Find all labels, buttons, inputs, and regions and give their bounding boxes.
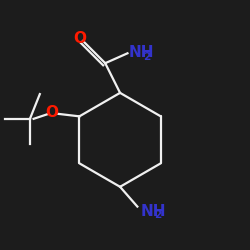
Text: NH: NH bbox=[140, 204, 166, 219]
Text: 2: 2 bbox=[154, 210, 162, 220]
Text: O: O bbox=[46, 105, 59, 120]
Text: O: O bbox=[73, 32, 86, 46]
Text: 2: 2 bbox=[143, 52, 150, 62]
Text: NH: NH bbox=[129, 44, 154, 60]
